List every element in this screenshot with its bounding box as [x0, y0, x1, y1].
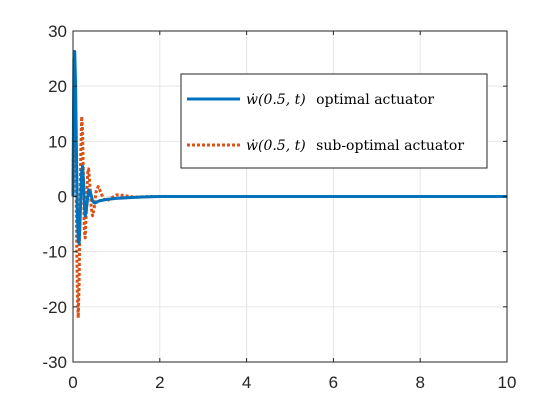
y-tick-label-5: -20	[42, 298, 67, 317]
legend-label-sub-optimal: ẇ(0.5, t) sub-optimal actuator	[246, 138, 464, 154]
legend: ẇ(0.5, t) optimal actuator ẇ(0.5, t) sub…	[180, 73, 488, 169]
y-tick-label-0: 30	[48, 22, 67, 41]
x-tick-label-4: 8	[415, 373, 424, 392]
legend-label-optimal: ẇ(0.5, t) optimal actuator	[246, 92, 434, 108]
series-line-optimal	[71, 49, 507, 245]
legend-text-optimal: optimal actuator	[316, 92, 434, 108]
y-tick-label-2: 10	[48, 132, 67, 151]
x-tick-label-5: 10	[498, 373, 517, 392]
x-tick-label-2: 4	[242, 373, 251, 392]
y-tick-label-3: 0	[58, 188, 67, 207]
tick-marks	[72, 30, 508, 363]
legend-text-sub-optimal: sub-optimal actuator	[316, 138, 464, 154]
x-tick-label-0: 0	[68, 373, 77, 392]
legend-box	[180, 73, 488, 169]
y-tick-label-1: 20	[48, 77, 67, 96]
legend-math-optimal: ẇ(0.5, t)	[246, 92, 306, 108]
tick-labels: 0 2 4 6 8 10 30 20 10 0 -10 -20 -30	[42, 22, 516, 392]
x-tick-label-1: 2	[155, 373, 164, 392]
legend-math-sub-optimal: ẇ(0.5, t)	[246, 138, 306, 154]
series-layer	[71, 49, 507, 320]
x-tick-label-3: 6	[329, 373, 338, 392]
y-tick-label-4: -10	[42, 243, 67, 262]
y-tick-label-6: -30	[42, 353, 67, 372]
